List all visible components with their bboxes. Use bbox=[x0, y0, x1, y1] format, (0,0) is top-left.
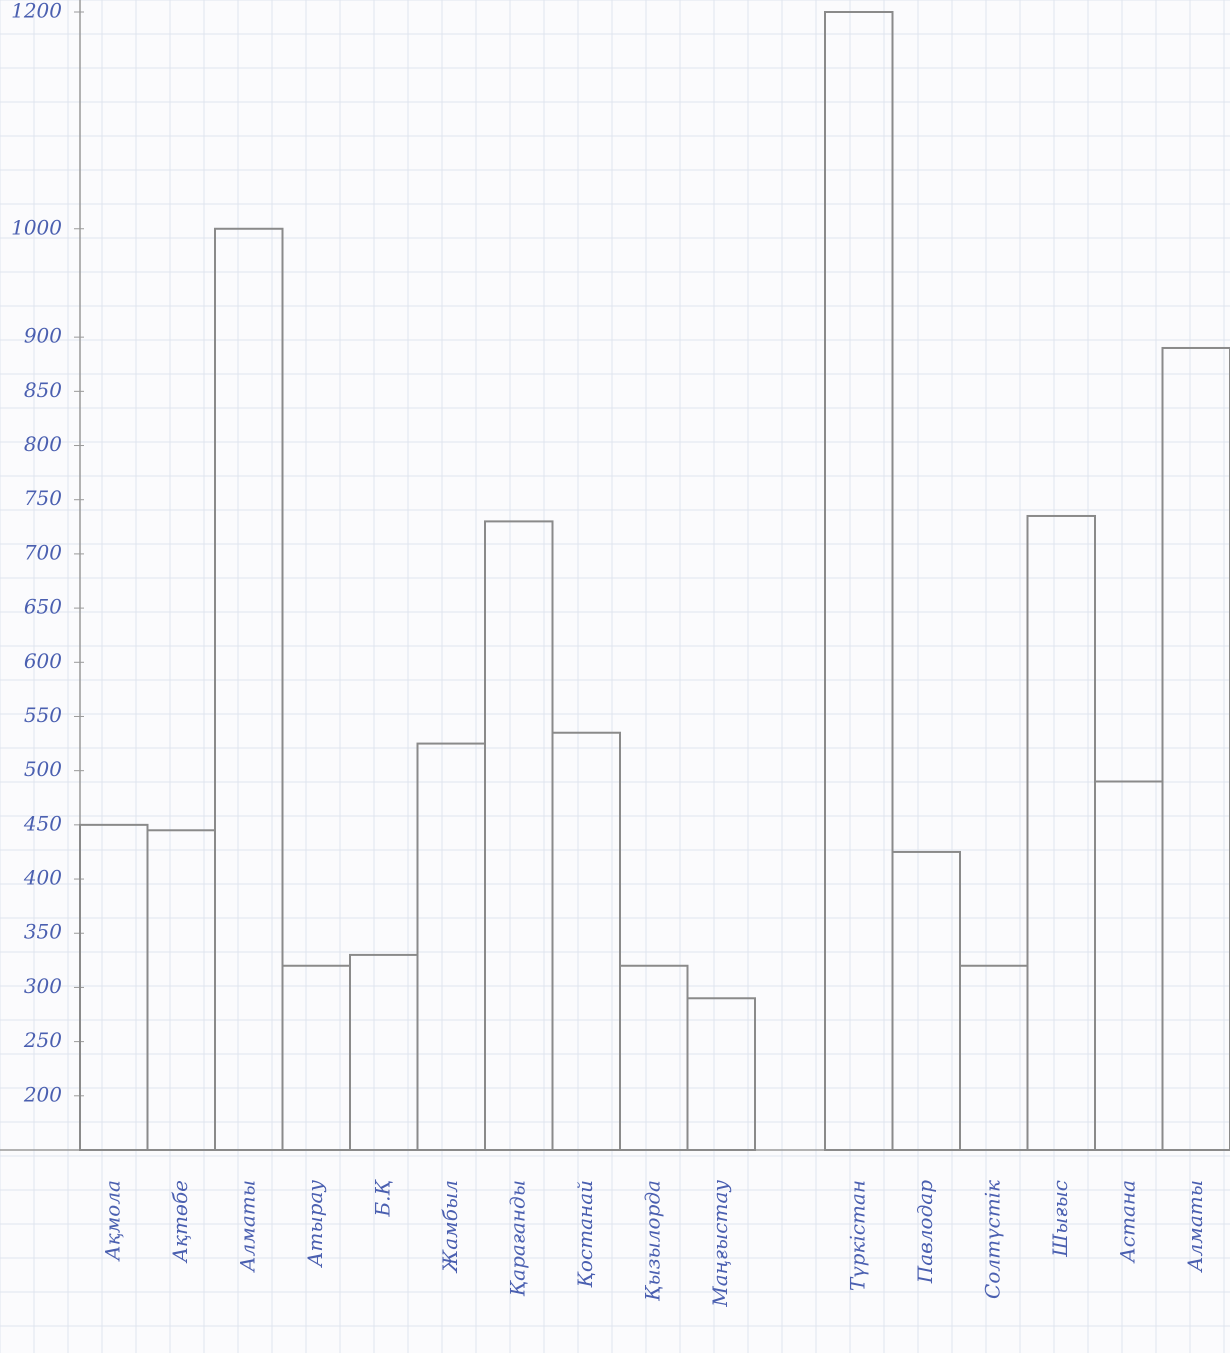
y-tick-label: 250 bbox=[23, 1028, 62, 1052]
x-tick-label: Павлодар bbox=[913, 1180, 937, 1284]
y-tick-label: 700 bbox=[24, 540, 62, 564]
bar bbox=[1094, 780, 1164, 1151]
bar bbox=[1026, 514, 1096, 1151]
bar bbox=[214, 227, 284, 1151]
bar bbox=[79, 823, 149, 1151]
x-tick-label: Атырау bbox=[303, 1180, 327, 1269]
x-tick-label: Алматы bbox=[1183, 1180, 1207, 1274]
x-tick-label: Қызылорда bbox=[640, 1180, 664, 1302]
y-tick-label: 450 bbox=[23, 811, 62, 835]
x-tick-label: Түркістан bbox=[845, 1180, 869, 1291]
bar bbox=[686, 997, 756, 1151]
x-tick-label: Б.Қ bbox=[370, 1178, 394, 1217]
y-tick-label: 900 bbox=[24, 324, 62, 348]
y-tick-label: 350 bbox=[24, 920, 62, 944]
bar bbox=[824, 11, 894, 1151]
bar bbox=[891, 850, 961, 1151]
y-tick-label: 600 bbox=[24, 649, 62, 673]
y-tick-label: 200 bbox=[23, 1082, 62, 1106]
bar bbox=[349, 953, 419, 1152]
x-tick-label: Қостанай bbox=[573, 1180, 597, 1289]
y-tick-label: 650 bbox=[24, 595, 62, 619]
y-tick-label: 300 bbox=[24, 974, 62, 998]
x-tick-label: Алматы bbox=[235, 1180, 259, 1274]
x-tick-label: Шығыс bbox=[1048, 1180, 1072, 1258]
x-tick-label: Солтүстік bbox=[980, 1180, 1004, 1299]
bar bbox=[146, 829, 216, 1151]
bar bbox=[416, 742, 486, 1151]
y-tick-label: 850 bbox=[24, 378, 62, 402]
x-tick-label: Қарағанды bbox=[505, 1180, 529, 1297]
y-tick-label: 750 bbox=[24, 486, 62, 510]
x-tick-label: Ақтөбе bbox=[168, 1180, 192, 1264]
y-tick-label: 400 bbox=[23, 866, 62, 890]
x-tick-label: Астана bbox=[1115, 1180, 1139, 1264]
y-tick-label: 800 bbox=[24, 432, 62, 456]
y-tick-label: 1000 bbox=[11, 215, 62, 239]
bar bbox=[1161, 346, 1230, 1151]
y-tick-label: 1200 bbox=[11, 0, 62, 23]
x-tick-label: Ақмола bbox=[100, 1180, 124, 1263]
y-tick-label: 500 bbox=[24, 757, 62, 781]
x-tick-label: Маңғыстау bbox=[708, 1180, 732, 1308]
bar bbox=[551, 731, 621, 1151]
y-tick-label: 550 bbox=[24, 703, 62, 727]
bar bbox=[484, 520, 554, 1151]
x-tick-label: Жамбыл bbox=[438, 1180, 462, 1274]
